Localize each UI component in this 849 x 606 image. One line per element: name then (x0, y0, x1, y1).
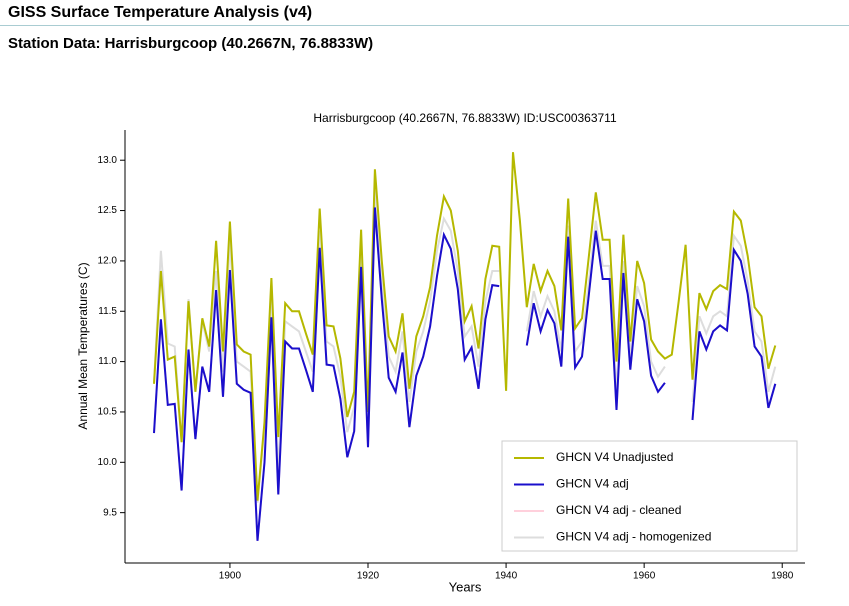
y-tick-label: 11.0 (98, 356, 117, 367)
y-tick-label: 9.5 (103, 507, 117, 518)
x-tick-label: 1960 (633, 571, 656, 582)
legend-label: GHCN V4 adj (556, 477, 629, 491)
x-tick-label: 1940 (495, 571, 518, 582)
x-tick-label: 1900 (219, 571, 242, 582)
x-axis-label: Years (449, 579, 482, 594)
series-line (153, 152, 777, 501)
chart-title: Harrisburgcoop (40.2667N, 76.8833W) ID:U… (313, 111, 617, 125)
title-rule (0, 25, 849, 26)
y-tick-label: 12.5 (98, 205, 118, 216)
legend-label: GHCN V4 adj - cleaned (556, 503, 681, 517)
y-tick-label: 10.0 (98, 457, 118, 468)
y-tick-label: 10.5 (98, 407, 118, 418)
station-title: Station Data: Harrisburgcoop (40.2667N, … (8, 35, 374, 52)
legend-label: GHCN V4 adj - homogenized (556, 530, 711, 544)
legend-label: GHCN V4 Unadjusted (556, 450, 673, 464)
y-tick-label: 12.0 (98, 256, 118, 267)
y-axis-label: Annual Mean Temperatures (C) (76, 262, 90, 429)
legend-box (501, 440, 798, 552)
y-tick-label: 13.0 (98, 155, 118, 166)
x-tick-label: 1980 (771, 571, 794, 582)
y-tick-label: 11.5 (98, 306, 117, 317)
series-line (153, 207, 777, 541)
page-title: GISS Surface Temperature Analysis (v4) (8, 4, 313, 21)
x-tick-label: 1920 (357, 571, 380, 582)
